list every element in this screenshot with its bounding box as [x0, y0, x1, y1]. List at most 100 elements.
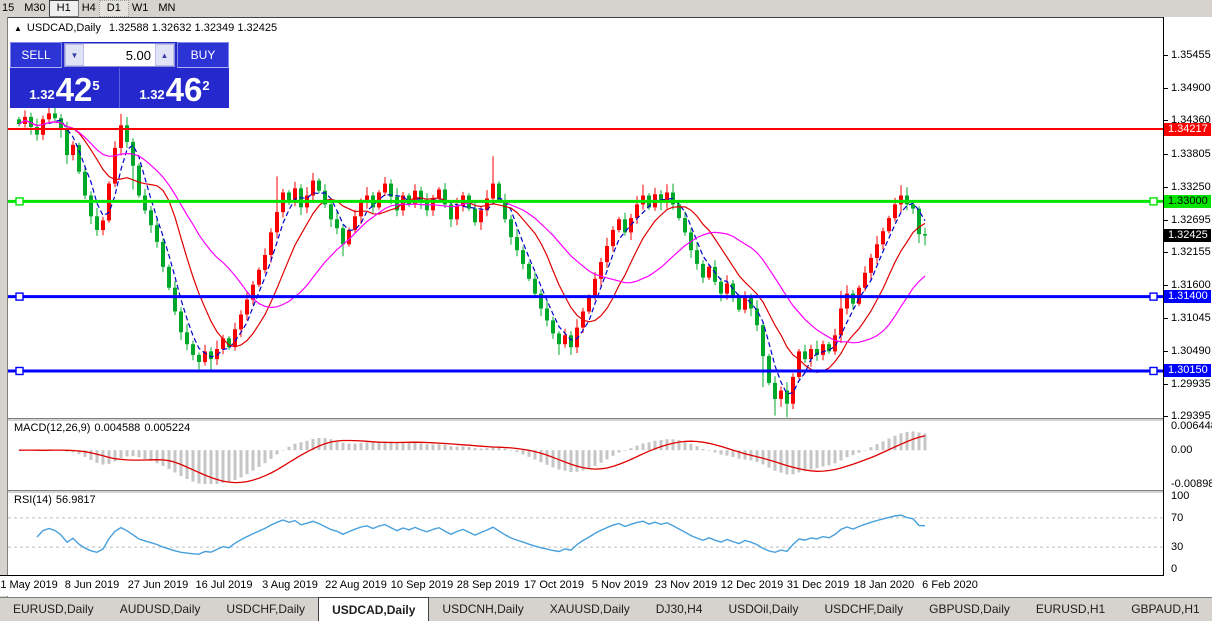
- price-axis-tick: [1164, 120, 1168, 121]
- macd-panel-divider[interactable]: [8, 418, 1163, 422]
- chart-tab-gbpaud-h1[interactable]: GBPAUD,H1: [1131, 602, 1200, 616]
- date-axis-label: 5 Nov 2019: [591, 579, 649, 591]
- price-axis-tick: [1164, 252, 1168, 253]
- volume-input[interactable]: [84, 44, 155, 66]
- date-axis-label: 3 Aug 2019: [262, 579, 318, 591]
- volume-box: ▼ ▲: [64, 43, 175, 67]
- chart-tab-usdoil-daily[interactable]: USDOil,Daily: [728, 602, 799, 616]
- candlestick-chart[interactable]: [8, 17, 1163, 418]
- chart-tab-usdchf-daily[interactable]: USDCHF,Daily: [226, 602, 306, 616]
- date-axis-label: 18 Jan 2020: [853, 579, 915, 591]
- macd-signal-value: 0.005224: [144, 422, 191, 434]
- rsi-panel-divider[interactable]: [8, 490, 1163, 494]
- date-axis-label: 27 Jun 2019: [127, 579, 189, 591]
- timeframe-button-m30[interactable]: M30: [24, 2, 46, 14]
- rsi-axis-label: 100: [1171, 490, 1190, 502]
- timeframe-button-d1[interactable]: D1: [98, 0, 129, 17]
- price-axis-separator: [1163, 17, 1164, 576]
- volume-decrease-button[interactable]: ▼: [65, 44, 84, 66]
- date-axis-label: 8 Jun 2019: [64, 579, 120, 591]
- macd-panel: [17, 431, 927, 484]
- chart-symbol-label: USDCAD,Daily: [26, 22, 101, 34]
- rsi-name: RSI: [14, 494, 33, 506]
- macd-axis-label: -0.008982: [1171, 478, 1212, 490]
- price-level-badge: 1.33000: [1164, 195, 1211, 208]
- price-axis-label: 1.32155: [1171, 246, 1211, 258]
- price-axis-label: 1.31600: [1171, 279, 1211, 291]
- rsi-panel: [8, 514, 1163, 555]
- price-axis[interactable]: 1.35455 1.34900 1.34360 1.33805 1.33250 1.326…: [1164, 17, 1212, 575]
- date-axis-label: 28 Sep 2019: [456, 579, 520, 591]
- chart-window-border: [0, 17, 1212, 18]
- date-axis-label: 31 Dec 2019: [786, 579, 850, 591]
- price-axis-tick: [1164, 55, 1168, 56]
- macd-axis-label: 0.006448: [1171, 420, 1212, 432]
- buy-button[interactable]: BUY: [177, 42, 229, 68]
- date-axis-label: 10 Sep 2019: [390, 579, 454, 591]
- chart-tab-usdchf-daily[interactable]: USDCHF,Daily: [824, 602, 904, 616]
- price-axis-tick: [1164, 220, 1168, 221]
- chart-tab-eurusd-daily[interactable]: EURUSD,Daily: [13, 602, 94, 616]
- timeframe-button-h4[interactable]: H4: [81, 2, 96, 14]
- price-axis-tick: [1164, 154, 1168, 155]
- macd-params: (12,26,9): [46, 422, 91, 434]
- sell-button[interactable]: SELL: [10, 42, 62, 68]
- macd-indicator-label: MACD(12,26,9) 0.004588 0.005224: [14, 422, 194, 434]
- chart-tab-audusd-daily[interactable]: AUDUSD,Daily: [119, 602, 201, 616]
- price-axis-label: 1.33250: [1171, 181, 1211, 193]
- buy-price-display[interactable]: 1.32 46 2: [120, 68, 229, 108]
- price-level-badge: 1.34217: [1164, 123, 1211, 136]
- chart-tab-dj30-h4[interactable]: DJ30,H4: [655, 602, 703, 616]
- date-axis-label: 23 Nov 2019: [654, 579, 718, 591]
- chart-tab-xauusd-daily[interactable]: XAUUSD,Daily: [549, 602, 630, 616]
- price-axis-label: 1.34900: [1171, 82, 1211, 94]
- price-axis-tick: [1164, 187, 1168, 188]
- macd-name: MACD: [14, 422, 47, 434]
- price-axis-tick: [1164, 384, 1168, 385]
- price-level-badge: 1.31400: [1164, 290, 1211, 303]
- price-axis-tick: [1164, 88, 1168, 89]
- timeframe-toolbar: 15 M30 H1 H4 D1 W1 MN: [0, 0, 1212, 18]
- price-axis-label: 1.30490: [1171, 345, 1211, 357]
- price-axis-label: 1.29935: [1171, 378, 1211, 390]
- date-axis[interactable]: 21 May 2019 8 Jun 2019 27 Jun 2019 16 Jul 2…: [0, 576, 1163, 596]
- sell-price-prefix: 1.32: [29, 87, 55, 102]
- date-axis-label: 22 Aug 2019: [325, 579, 387, 591]
- plot-bottom-border: [0, 575, 1163, 576]
- buy-price-pip: 2: [202, 78, 210, 93]
- timeframe-button-h1[interactable]: H1: [48, 0, 79, 17]
- chart-tab-eurusd-h1[interactable]: EURUSD,H1: [1035, 602, 1106, 616]
- price-axis-label: 1.35455: [1171, 49, 1211, 61]
- collapse-triangle-icon[interactable]: ▲: [14, 24, 22, 33]
- timeframe-button-mn[interactable]: MN: [158, 2, 176, 14]
- rsi-axis-label: 70: [1171, 512, 1184, 524]
- buy-price-prefix: 1.32: [139, 87, 165, 102]
- price-axis-label: 1.31045: [1171, 312, 1211, 324]
- date-axis-label: 16 Jul 2019: [195, 579, 253, 591]
- price-level-badge: 1.30150: [1164, 364, 1211, 377]
- one-click-trading-panel: SELL ▼ ▲ BUY 1.32 42 5 1.32 46 2: [10, 42, 229, 108]
- timeframe-button-15[interactable]: 15: [2, 2, 15, 14]
- chart-tab-usdcad-daily[interactable]: USDCAD,Daily: [318, 597, 430, 621]
- buy-price-main: 46: [165, 71, 203, 108]
- sell-price-display[interactable]: 1.32 42 5: [10, 68, 120, 108]
- date-axis-label: 21 May 2019: [0, 579, 58, 591]
- date-axis-label: 12 Dec 2019: [720, 579, 784, 591]
- chart-tab-usdcnh-daily[interactable]: USDCNH,Daily: [442, 602, 524, 616]
- price-axis-label: 1.29395: [1171, 410, 1211, 422]
- chart-tab-bar: EURUSD,Daily AUDUSD,Daily USDCHF,Daily USDC…: [0, 597, 1212, 621]
- rsi-indicator-label: RSI(14) 56.9817: [14, 494, 100, 506]
- date-axis-label: 17 Oct 2019: [524, 579, 584, 591]
- timeframe-button-w1[interactable]: W1: [131, 2, 149, 14]
- rsi-axis-label: 30: [1171, 541, 1184, 553]
- current-price-badge: 1.32425: [1164, 229, 1211, 242]
- price-axis-label: 1.32695: [1171, 214, 1211, 226]
- date-axis-label: 6 Feb 2020: [922, 579, 978, 591]
- chart-tab-gbpusd-daily[interactable]: GBPUSD,Daily: [929, 602, 1010, 616]
- price-axis-tick: [1164, 351, 1168, 352]
- window-left-edge: [0, 17, 8, 597]
- macd-main-value: 0.004588: [94, 422, 141, 434]
- volume-increase-button[interactable]: ▲: [155, 44, 174, 66]
- price-axis-tick: [1164, 318, 1168, 319]
